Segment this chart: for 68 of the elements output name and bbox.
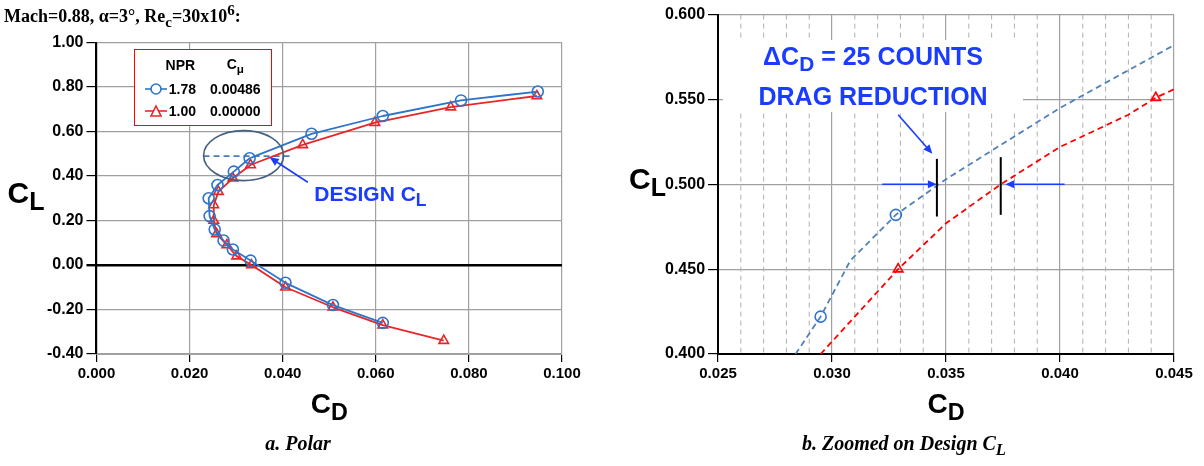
point	[208, 198, 220, 209]
y-tick-label: 0.600	[664, 5, 706, 23]
x-tick-label: 0.060	[357, 364, 395, 382]
point	[245, 158, 257, 169]
point	[243, 151, 256, 165]
legend-label: 1.78	[168, 80, 196, 97]
point	[226, 243, 240, 256]
x-tick-label: 0.025	[699, 364, 737, 382]
point	[212, 185, 224, 196]
point	[203, 209, 216, 223]
x-tick-label: 0.100	[543, 364, 581, 382]
point	[445, 100, 457, 111]
x-tick-label: 0.040	[1041, 364, 1079, 382]
y-tick-label: 0.20	[52, 210, 84, 228]
x-tick-label: 0.080	[450, 364, 488, 382]
x-axis-title: C$_{D}$	[309, 388, 349, 426]
x-tick-label: 0.035	[927, 364, 965, 382]
text: b. Zoomed on Design C$_{L}$	[800, 432, 1008, 460]
y-tick-label: 0.80	[52, 77, 84, 95]
y-tick-label: 0.550	[664, 89, 706, 107]
point	[227, 171, 239, 182]
point	[208, 214, 220, 225]
point	[376, 109, 390, 123]
annotation: 0.00000	[209, 102, 261, 119]
x-tick-label: 0.030	[813, 364, 851, 382]
y-tick-label: 0.450	[664, 259, 706, 277]
point	[279, 280, 292, 291]
x-tick-label: 0.020	[170, 364, 209, 382]
x-tick-label: 0.000	[77, 364, 116, 382]
chart-title: Mach=0.88, α=3°, Re$_{c}$=30x10$^{6}$:	[4, 2, 241, 31]
annotation: C$_{μ}$	[225, 55, 245, 75]
y-tick-label: -0.20	[47, 299, 84, 317]
y-tick-label: 0.400	[664, 344, 706, 362]
point	[227, 165, 241, 178]
point	[814, 310, 827, 323]
point	[211, 227, 223, 238]
x-tick-label: 0.045	[1155, 364, 1193, 382]
point	[889, 208, 903, 222]
point	[245, 258, 258, 269]
y-tick-label: 0.60	[52, 121, 84, 139]
point	[438, 334, 450, 345]
point	[221, 238, 233, 249]
annotation: DESIGN C$_{L}$	[314, 182, 427, 212]
annotation: ΔC$_{D}$ = 25 COUNTS DRAG REDUCTION	[723, 40, 1024, 113]
point	[531, 89, 543, 100]
y-tick-label: 0.00	[52, 255, 84, 273]
point	[202, 192, 215, 205]
legend-title: NPR	[164, 57, 196, 74]
y-tick-label: 1.00	[52, 33, 84, 51]
point	[297, 138, 309, 149]
point	[279, 276, 292, 290]
point	[305, 127, 318, 141]
point	[454, 94, 468, 107]
point	[369, 116, 381, 127]
y-tick-label: 0.500	[664, 174, 706, 192]
annotation: 0.00486	[209, 80, 261, 97]
point	[1150, 91, 1162, 102]
legend-label: 1.00	[168, 102, 196, 119]
point	[892, 262, 904, 273]
text: a. Polar	[264, 432, 332, 455]
x-axis-title: C$_{D}$	[926, 388, 966, 426]
y-tick-label: 0.40	[52, 166, 84, 184]
y-axis-title: C$_{L}$	[628, 162, 667, 203]
x-tick-label: 0.040	[263, 364, 302, 382]
y-tick-label: -0.40	[47, 344, 84, 362]
y-axis-title: C$_{L}$	[6, 176, 45, 217]
point	[231, 249, 243, 260]
point	[211, 178, 224, 192]
